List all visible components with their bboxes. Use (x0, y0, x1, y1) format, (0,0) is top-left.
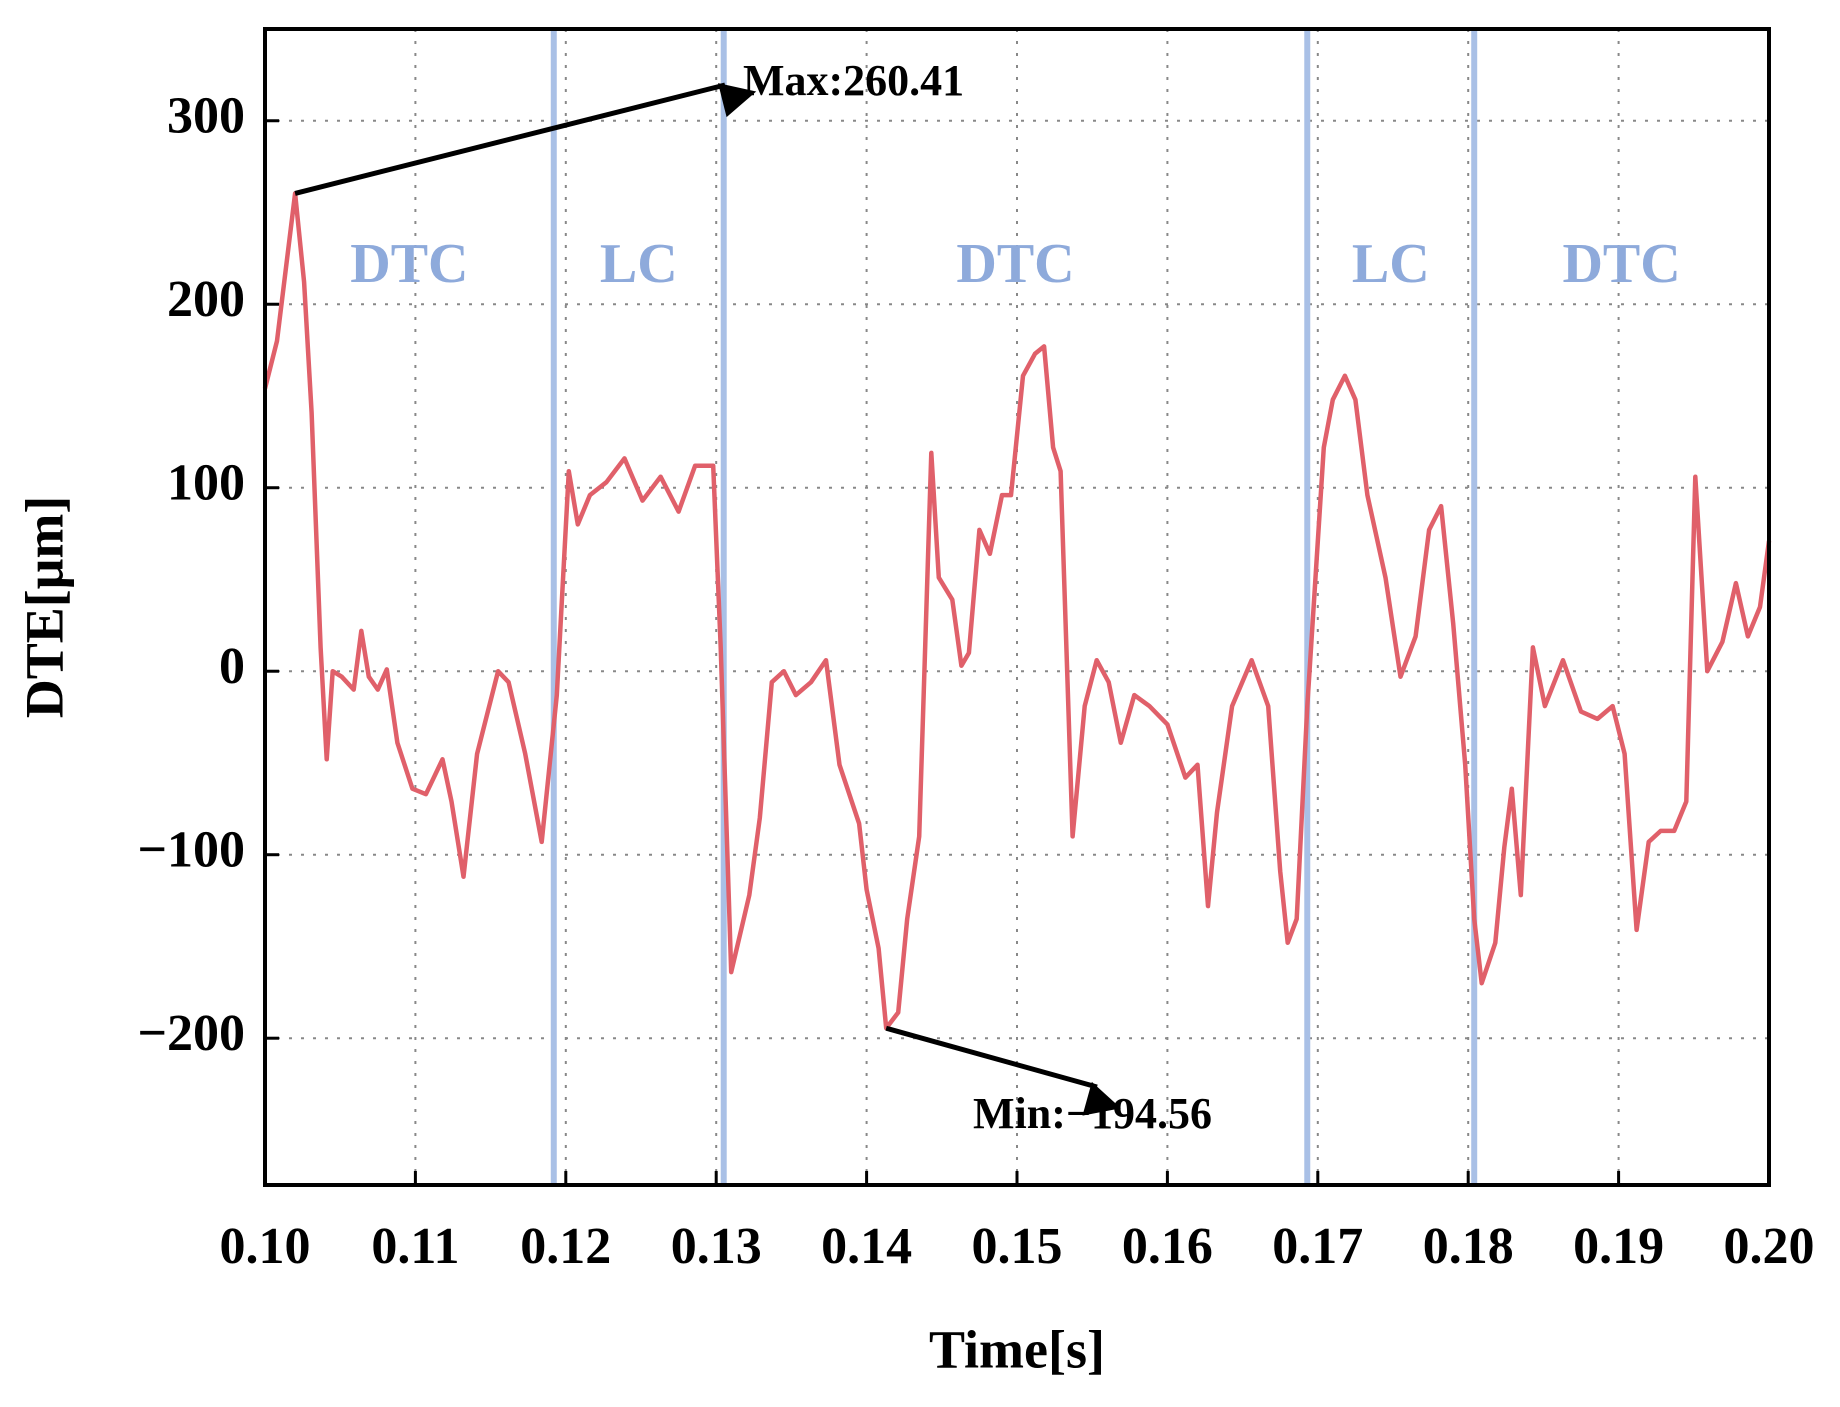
x-tick-label: 0.14 (821, 1218, 912, 1275)
x-tick-label: 0.19 (1573, 1218, 1664, 1275)
region-label: DTC (350, 233, 468, 295)
region-label: DTC (1562, 233, 1680, 295)
region-label: LC (1352, 233, 1430, 295)
y-axis-title: DTE[μm] (14, 496, 74, 719)
y-tick-label: 300 (167, 88, 245, 145)
y-tick-label: 200 (167, 271, 245, 328)
region-label: LC (600, 233, 678, 295)
y-tick-label: −100 (137, 822, 245, 879)
x-tick-label: 0.10 (220, 1218, 311, 1275)
x-tick-label: 0.18 (1423, 1218, 1514, 1275)
x-tick-label: 0.11 (371, 1218, 459, 1275)
annotation-arrow (885, 1025, 1121, 1116)
x-tick-label: 0.16 (1122, 1218, 1213, 1275)
x-tick-label: 0.17 (1272, 1218, 1363, 1275)
y-tick-label: 100 (167, 455, 245, 512)
x-tick-label: 0.13 (671, 1218, 762, 1275)
x-tick-label: 0.12 (520, 1218, 611, 1275)
annotation-label: Min:−194.56 (973, 1089, 1212, 1138)
annotation-label: Max:260.41 (743, 56, 964, 105)
annotation-arrow (294, 82, 757, 196)
y-tick-label: −200 (137, 1005, 245, 1062)
x-axis-title: Time[s] (929, 1319, 1105, 1379)
x-tick-label: 0.20 (1724, 1218, 1815, 1275)
data-line (262, 191, 1772, 1031)
y-tick-label: 0 (219, 638, 245, 695)
x-tick-label: 0.15 (972, 1218, 1063, 1275)
region-label: DTC (956, 233, 1074, 295)
plot-frame (263, 27, 1771, 1187)
